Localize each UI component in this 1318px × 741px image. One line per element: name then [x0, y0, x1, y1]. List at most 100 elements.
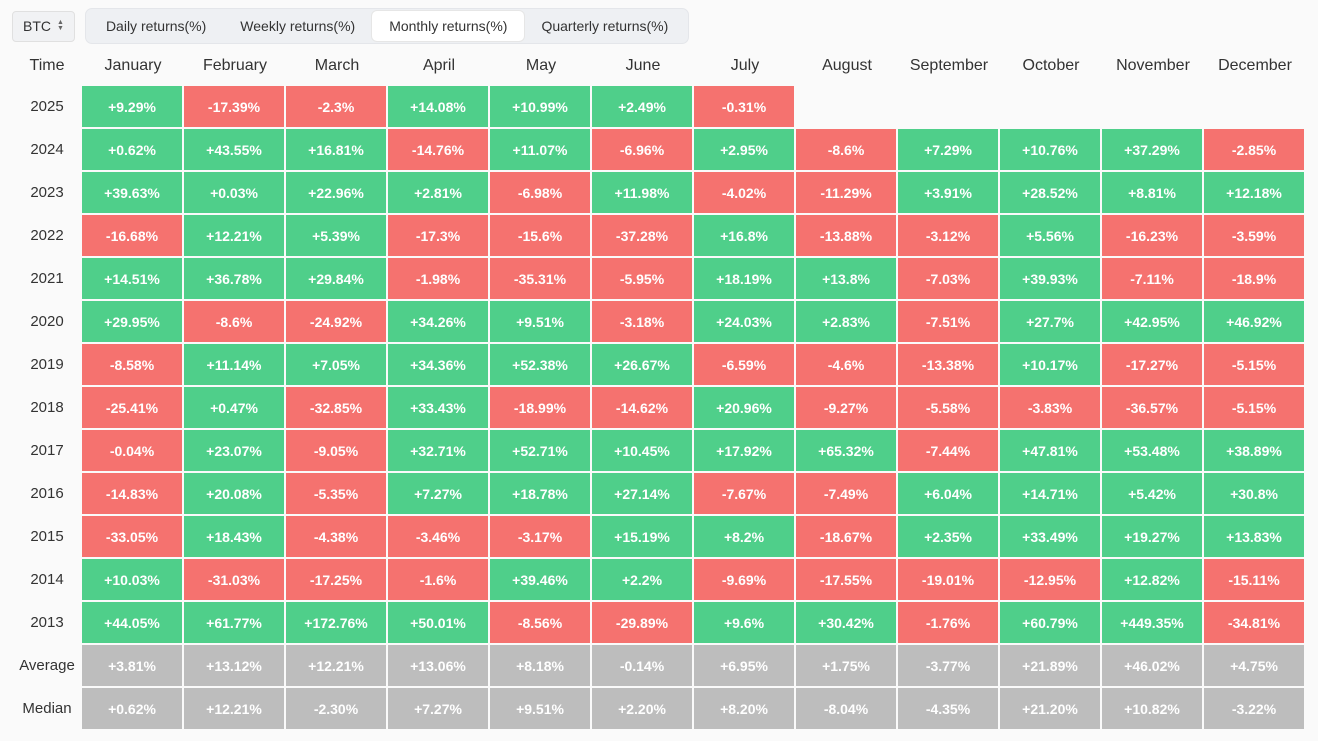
return-cell: -16.23%: [1102, 215, 1202, 256]
return-cell: -9.05%: [286, 430, 386, 471]
return-cell: +2.35%: [898, 516, 998, 557]
return-cell: +5.39%: [286, 215, 386, 256]
month-column-header: May: [525, 57, 557, 74]
return-cell: +5.42%: [1102, 473, 1202, 514]
summary-cell: +8.20%: [694, 688, 794, 729]
return-cell: -17.55%: [796, 559, 896, 600]
return-cell: +61.77%: [184, 602, 284, 643]
return-cell: +34.26%: [388, 301, 488, 342]
summary-cell: +12.21%: [286, 645, 386, 686]
return-cell: -1.98%: [388, 258, 488, 299]
return-cell: +13.83%: [1204, 516, 1304, 557]
table-row: 2015 -33.05% +18.43% -4.38% -3.46% -3.17% +15.…: [12, 516, 1306, 559]
return-cell: +34.36%: [388, 344, 488, 385]
year-label: 2013: [30, 614, 64, 631]
return-cell: [1102, 86, 1202, 127]
return-cell: +16.81%: [286, 129, 386, 170]
return-cell: [1204, 86, 1304, 127]
month-column-header: July: [730, 57, 760, 74]
month-column-header: February: [202, 57, 268, 74]
summary-cell: -8.04%: [796, 688, 896, 729]
year-label: 2021: [30, 270, 64, 287]
return-cell: +37.29%: [1102, 129, 1202, 170]
table-row: 2018 -25.41% +0.47% -32.85% +33.43% -18.99% -1…: [12, 387, 1306, 430]
return-cell: -8.58%: [82, 344, 182, 385]
return-cell: +42.95%: [1102, 301, 1202, 342]
month-column-header: October: [1022, 57, 1080, 74]
return-cell: +39.63%: [82, 172, 182, 213]
return-cell: +23.07%: [184, 430, 284, 471]
summary-cell: -0.14%: [592, 645, 692, 686]
return-cell: -18.99%: [490, 387, 590, 428]
tab-weekly-returns[interactable]: Weekly returns(%): [240, 18, 356, 34]
return-cell: +0.62%: [82, 129, 182, 170]
year-label: 2020: [30, 313, 64, 330]
return-cell: -13.38%: [898, 344, 998, 385]
return-cell: [1000, 86, 1100, 127]
return-cell: +65.32%: [796, 430, 896, 471]
return-cell: -7.51%: [898, 301, 998, 342]
return-cell: -5.95%: [592, 258, 692, 299]
year-label: 2019: [30, 356, 64, 373]
month-column-header: January: [104, 57, 162, 74]
return-cell: +11.07%: [490, 129, 590, 170]
return-cell: +22.96%: [286, 172, 386, 213]
return-cell: +2.83%: [796, 301, 896, 342]
return-cell: -3.17%: [490, 516, 590, 557]
year-label: 2014: [30, 571, 64, 588]
tab-monthly-returns[interactable]: Monthly returns(%): [372, 11, 525, 41]
summary-row: Average +3.81% +13.12% +12.21% +13.06% +8.18%…: [12, 645, 1306, 688]
return-cell: +32.71%: [388, 430, 488, 471]
summary-label: Average: [19, 657, 75, 674]
return-cell: -2.3%: [286, 86, 386, 127]
table-row: 2013 +44.05% +61.77% +172.76% +50.01% -8.56% -…: [12, 602, 1306, 645]
return-cell: +15.19%: [592, 516, 692, 557]
return-cell: -14.62%: [592, 387, 692, 428]
return-cell: -3.12%: [898, 215, 998, 256]
return-cell: -35.31%: [490, 258, 590, 299]
return-cell: -6.98%: [490, 172, 590, 213]
return-cell: -32.85%: [286, 387, 386, 428]
return-cell: -15.11%: [1204, 559, 1304, 600]
summary-cell: +21.89%: [1000, 645, 1100, 686]
return-cell: +27.7%: [1000, 301, 1100, 342]
return-cell: -17.25%: [286, 559, 386, 600]
summary-cell: +6.95%: [694, 645, 794, 686]
return-cell: +16.8%: [694, 215, 794, 256]
return-cell: +5.56%: [1000, 215, 1100, 256]
tab-daily-returns[interactable]: Daily returns(%): [105, 18, 207, 34]
return-cell: -7.44%: [898, 430, 998, 471]
month-column-header: September: [909, 57, 989, 74]
return-cell: +172.76%: [286, 602, 386, 643]
return-cell: +39.46%: [490, 559, 590, 600]
asset-select[interactable]: BTC ▲ ▼: [12, 10, 75, 42]
return-cell: +33.49%: [1000, 516, 1100, 557]
return-cell: +27.14%: [592, 473, 692, 514]
summary-label: Median: [22, 700, 72, 717]
return-cell: -33.05%: [82, 516, 182, 557]
return-cell: -6.96%: [592, 129, 692, 170]
return-cell: +29.95%: [82, 301, 182, 342]
table-row: 2023 +39.63% +0.03% +22.96% +2.81% -6.98% +11.…: [12, 172, 1306, 215]
return-cell: +9.51%: [490, 301, 590, 342]
summary-cell: -4.35%: [898, 688, 998, 729]
return-cell: +30.8%: [1204, 473, 1304, 514]
table-row: 2020 +29.95% -8.6% -24.92% +34.26% +9.51% -3.1…: [12, 301, 1306, 344]
return-cell: -18.67%: [796, 516, 896, 557]
summary-cell: +4.75%: [1204, 645, 1304, 686]
table-row: 2014 +10.03% -31.03% -17.25% -1.6% +39.46% +2.…: [12, 559, 1306, 602]
month-column-header: November: [1116, 57, 1190, 74]
tab-quarterly-returns[interactable]: Quarterly returns(%): [541, 18, 669, 34]
return-cell: -8.6%: [796, 129, 896, 170]
time-column-header: Time: [29, 57, 65, 74]
return-cell: +28.52%: [1000, 172, 1100, 213]
return-cell: -0.31%: [694, 86, 794, 127]
year-label: 2023: [30, 184, 64, 201]
return-cell: +24.03%: [694, 301, 794, 342]
return-cell: -6.59%: [694, 344, 794, 385]
summary-cell: +8.18%: [490, 645, 590, 686]
return-cell: -7.67%: [694, 473, 794, 514]
summary-cell: +0.62%: [82, 688, 182, 729]
summary-cell: -2.30%: [286, 688, 386, 729]
return-cell: -36.57%: [1102, 387, 1202, 428]
